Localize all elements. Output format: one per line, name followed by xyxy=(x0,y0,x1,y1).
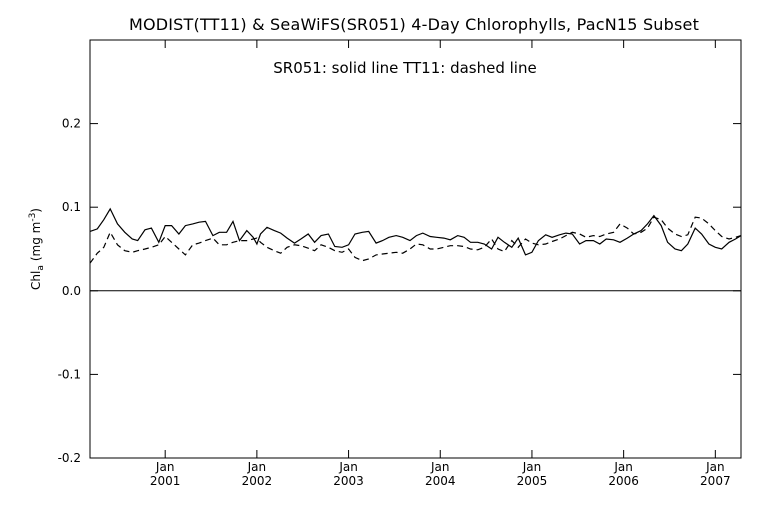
x-tick-label-month: Jan xyxy=(338,460,358,474)
y-axis: -0.2 -0.1 0.0 0.1 0.2 xyxy=(58,117,741,465)
y-tick-label: 0.2 xyxy=(62,117,81,131)
x-tick-label-month: Jan xyxy=(430,460,450,474)
y-axis-label-main: Chl xyxy=(29,271,43,290)
x-tick-label-year: 2004 xyxy=(425,474,456,488)
x-tick-label-month: Jan xyxy=(705,460,725,474)
y-tick-label: 0.0 xyxy=(62,284,81,298)
y-tick-label: -0.1 xyxy=(58,367,81,381)
x-tick-label-month: Jan xyxy=(247,460,267,474)
chart-title: MODIST(TT11) & SeaWiFS(SR051) 4-Day Chlo… xyxy=(129,15,699,34)
x-tick-label-year: 2006 xyxy=(608,474,639,488)
y-axis-label-subscript: a xyxy=(36,265,46,271)
y-axis-label-units: (mg m xyxy=(29,222,43,262)
y-axis-label-superscript: -3 xyxy=(28,213,38,222)
plot-frame xyxy=(89,39,742,459)
y-axis-label: Chla (mg m-3) xyxy=(28,208,46,290)
y-axis-label-close: ) xyxy=(29,208,43,213)
series-line-tt11-dashed xyxy=(89,216,742,264)
x-tick-label-year: 2003 xyxy=(333,474,364,488)
x-tick-label-year: 2005 xyxy=(517,474,548,488)
x-tick-label-year: 2001 xyxy=(150,474,181,488)
x-axis: Jan2001Jan2002Jan2003Jan2004Jan2005Jan20… xyxy=(150,40,731,488)
y-tick-label: 0.1 xyxy=(62,200,81,214)
y-tick-label: -0.2 xyxy=(58,451,81,465)
series-line-sr051-solid xyxy=(89,207,742,256)
x-tick-label-month: Jan xyxy=(613,460,633,474)
series-group xyxy=(89,207,742,264)
legend-text: SR051: solid line TT11: dashed line xyxy=(273,59,536,77)
x-tick-label-month: Jan xyxy=(155,460,175,474)
x-tick-label-month: Jan xyxy=(522,460,542,474)
x-tick-label-year: 2002 xyxy=(242,474,273,488)
x-tick-label-year: 2007 xyxy=(700,474,731,488)
